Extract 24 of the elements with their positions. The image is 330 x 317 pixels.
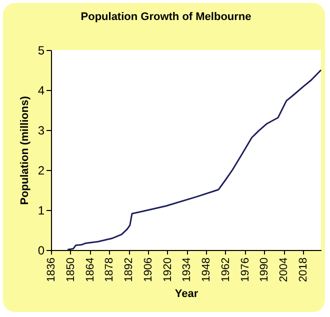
x-tick-label: 1920 (162, 258, 174, 282)
x-tick-label: 1864 (84, 258, 96, 282)
x-tick-label: 1990 (258, 258, 271, 282)
line-series (66, 69, 322, 250)
x-tick-label: 1892 (123, 258, 136, 282)
x-axis-title: Year (174, 288, 199, 300)
x-tick-label: 1934 (181, 258, 194, 282)
y-tick-label: 4 (38, 84, 45, 98)
y-tick-label: 3 (38, 124, 45, 138)
y-tick-label: 0 (38, 244, 45, 258)
x-tick-label: 1836 (46, 258, 58, 282)
x-tick-label: 1948 (200, 258, 213, 282)
x-tick-label: 2018 (298, 258, 310, 282)
x-tick-label: 1906 (142, 258, 154, 282)
y-tick-label: 1 (38, 204, 45, 218)
y-axis-title: Population (millions) (18, 96, 31, 205)
x-tick-label: 1878 (104, 258, 116, 282)
y-tick-label: 5 (38, 44, 45, 58)
y-tick-label: 2 (38, 164, 45, 178)
x-tick-label: 2004 (278, 258, 290, 282)
x-tick-label: 1976 (239, 258, 252, 282)
x-tick-label: 1850 (64, 258, 77, 282)
chart-title: Population Growth of Melbourne (80, 11, 252, 23)
x-tick-label: 1962 (220, 258, 232, 282)
